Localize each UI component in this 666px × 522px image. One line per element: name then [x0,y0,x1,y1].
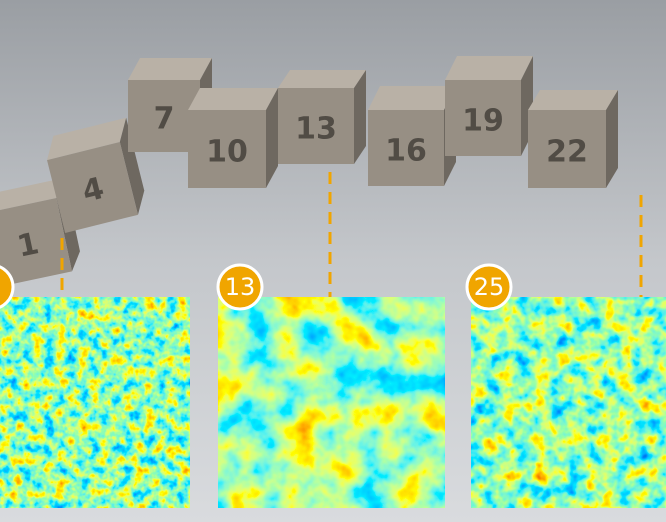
dashed-lines [60,172,643,298]
cube-face [188,110,266,188]
cube: 19 [445,56,533,156]
cube-face [278,88,354,164]
badge [0,265,15,309]
cube: 22 [528,90,618,188]
badge [216,263,264,311]
cube-top [445,56,533,80]
cube-top [47,117,127,161]
badge-label: 25 [474,273,505,301]
heatmap [471,297,666,508]
cube-face [445,80,521,156]
cube-face [528,110,606,188]
cube-label: 13 [295,112,337,147]
cube: 13 [278,70,366,164]
cube-label: 10 [206,135,248,170]
cube: 10 [188,88,278,188]
cube: 4 [47,117,145,233]
cube-side [266,88,278,188]
cube-face [47,142,138,233]
cube-top [528,90,618,110]
cube-label: 22 [546,135,588,170]
cube-top [368,86,456,110]
cube-side [354,70,366,164]
cube-face [0,198,72,287]
cube-label: 16 [385,134,427,169]
cube-label: 7 [154,102,175,137]
heatmap [0,297,190,508]
cube-top [278,70,366,88]
cube-top [128,58,212,80]
cube-side [606,90,618,188]
cube-label: 19 [462,104,504,139]
cube: 16 [368,86,456,186]
heatmap [218,297,445,508]
badge [465,263,513,311]
cube-top [188,88,278,110]
cube-top [0,177,65,214]
cube-face [368,110,444,186]
cube-side [119,117,145,215]
badge-label: 13 [225,273,256,301]
